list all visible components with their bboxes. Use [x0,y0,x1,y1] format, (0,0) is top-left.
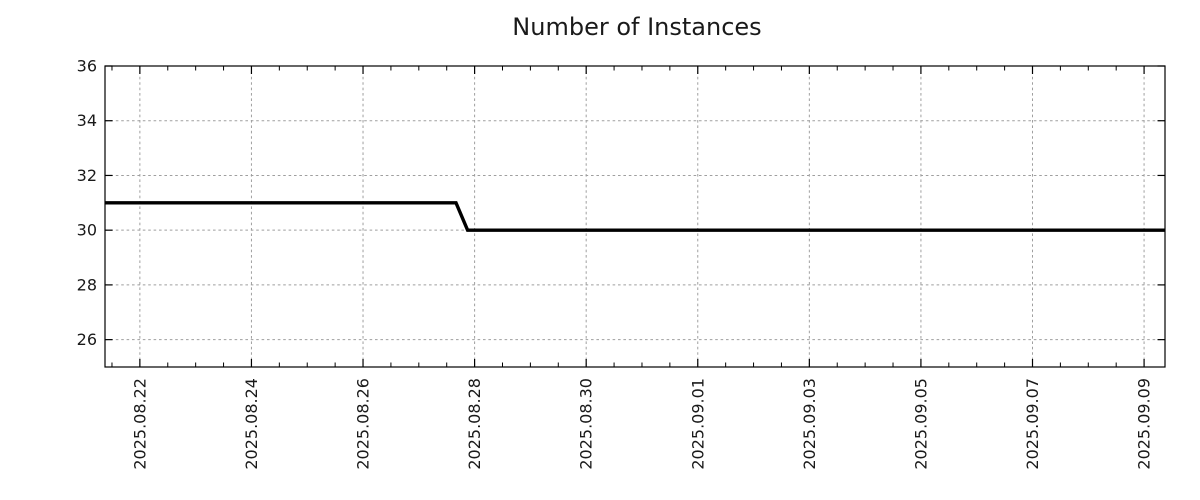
y-tick-label: 28 [77,275,97,294]
gridlines [105,66,1165,367]
x-tick-label: 2025.08.24 [242,378,261,470]
x-tick-label: 2025.09.03 [800,378,819,470]
plot-border [104,65,1166,368]
y-tick-labels: 36 34 32 30 28 26 [77,57,97,350]
data-series [105,201,1165,232]
x-tick-label: 2025.08.28 [465,378,484,470]
y-tick-label: 34 [77,111,97,130]
chart-title: Number of Instances [512,13,761,41]
y-tick-label: 32 [77,166,97,185]
plot-border-rect [104,65,1166,368]
x-tick-label: 2025.08.30 [577,378,596,470]
x-tick-label: 2025.09.07 [1023,378,1042,470]
x-tick-label: 2025.09.01 [688,378,707,470]
y-tick-label: 26 [77,330,97,349]
y-tick-label: 36 [77,57,97,76]
x-tick-label: 2025.09.05 [911,378,930,470]
x-tick-label: 2025.08.26 [354,378,373,470]
y-tick-label: 30 [77,221,97,240]
axis-ticks [105,65,1165,367]
x-tick-label: 2025.08.22 [130,378,149,470]
series-line-instances [105,201,1165,232]
x-tick-labels: 2025.08.22 2025.08.24 2025.08.26 2025.08.28… [130,378,1153,470]
x-tick-label: 2025.09.09 [1135,378,1154,470]
